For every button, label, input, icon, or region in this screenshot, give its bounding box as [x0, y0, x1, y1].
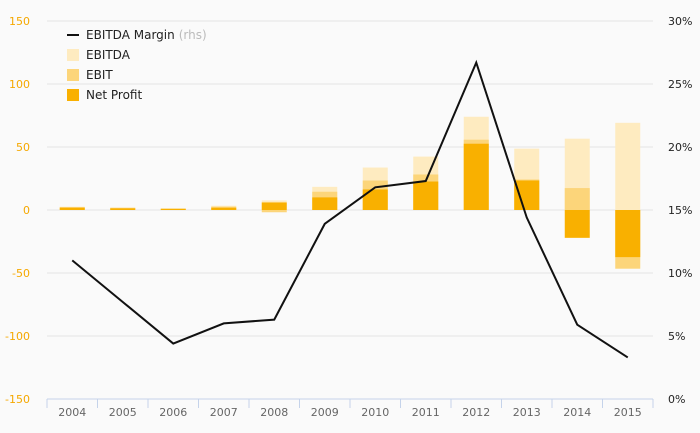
right-tick-label: 0% [668, 393, 685, 406]
legend-label: EBIT [86, 68, 113, 82]
right-tick-label: 25% [668, 78, 692, 91]
bar-ebitda [615, 122, 641, 210]
x-tick-label: 2007 [210, 406, 238, 419]
x-tick-label: 2009 [311, 406, 339, 419]
bar-net-profit [514, 180, 540, 210]
x-tick-label: 2011 [412, 406, 440, 419]
legend-swatch [67, 49, 79, 61]
bar-net-profit [362, 189, 388, 210]
bar-ebit [261, 210, 287, 213]
axes: 150 100 50 0 -50 -100 -150 30% 25% 20% 15% 10% 5% 0% 2… [5, 15, 692, 419]
x-tick-label: 2015 [614, 406, 642, 419]
left-tick-label: 0 [23, 204, 30, 217]
legend-rhs-note: (rhs) [179, 28, 207, 42]
right-tick-label: 5% [668, 330, 685, 343]
x-tick-label: 2013 [513, 406, 541, 419]
x-tick-label: 2004 [58, 406, 86, 419]
bar-ebit [564, 188, 590, 210]
bar-net-profit [463, 143, 489, 210]
margin-line [71, 59, 629, 359]
right-tick-label: 15% [668, 204, 692, 217]
gridlines [47, 20, 653, 337]
left-tick-label: 150 [9, 15, 30, 28]
right-tick-label: 20% [668, 141, 692, 154]
bar-net-profit [211, 207, 237, 210]
legend-label: Net Profit [86, 88, 142, 102]
bar-net-profit [413, 181, 439, 210]
x-tick-label: 2006 [159, 406, 187, 419]
left-tick-label: 50 [16, 141, 30, 154]
bar-net-profit [615, 210, 641, 258]
left-tick-label: -100 [5, 330, 30, 343]
left-tick-label: -50 [12, 267, 30, 280]
legend-swatch [67, 69, 79, 81]
x-tick-label: 2014 [563, 406, 591, 419]
bar-net-profit [312, 197, 338, 210]
x-tick-label: 2008 [260, 406, 288, 419]
bar-net-profit [59, 207, 85, 210]
left-tick-label: 100 [9, 78, 30, 91]
x-tick-label: 2005 [109, 406, 137, 419]
bar-net-profit [160, 208, 186, 210]
right-tick-label: 10% [668, 267, 692, 280]
bar-net-profit [564, 210, 590, 238]
bar-net-profit [261, 202, 287, 210]
ebitda-margin-line [71, 59, 629, 359]
legend-label: EBITDA Margin (rhs) [86, 28, 207, 42]
legend-swatch-line [67, 34, 79, 36]
legend: EBITDA Margin (rhs) EBITDA EBIT Net Profit [67, 28, 207, 102]
x-tick-label: 2010 [361, 406, 389, 419]
left-tick-label: -150 [5, 393, 30, 406]
legend-label: EBITDA [86, 48, 131, 62]
x-tick-label: 2012 [462, 406, 490, 419]
right-tick-label: 30% [668, 15, 692, 28]
bars [59, 116, 641, 269]
bar-net-profit [110, 208, 136, 210]
legend-swatch [67, 89, 79, 101]
